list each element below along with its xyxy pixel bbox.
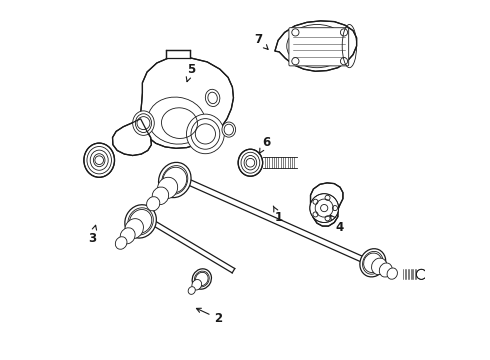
Ellipse shape [360, 249, 386, 277]
Polygon shape [166, 50, 190, 58]
Ellipse shape [187, 114, 224, 154]
Circle shape [416, 269, 426, 279]
Ellipse shape [192, 279, 201, 290]
Text: 7: 7 [254, 33, 268, 49]
FancyBboxPatch shape [289, 28, 349, 66]
Text: 4: 4 [330, 215, 344, 234]
Ellipse shape [159, 162, 191, 198]
Ellipse shape [379, 263, 392, 277]
Ellipse shape [133, 111, 154, 135]
Ellipse shape [125, 205, 156, 238]
Text: 3: 3 [88, 225, 97, 245]
Ellipse shape [120, 228, 135, 244]
Ellipse shape [125, 219, 144, 239]
Ellipse shape [196, 272, 208, 286]
Text: 2: 2 [196, 308, 222, 325]
Ellipse shape [152, 187, 169, 205]
Ellipse shape [387, 268, 397, 279]
Ellipse shape [163, 167, 187, 193]
Text: 1: 1 [273, 206, 283, 224]
Ellipse shape [222, 122, 236, 137]
Ellipse shape [238, 149, 263, 176]
Polygon shape [141, 58, 233, 148]
Text: 6: 6 [259, 136, 270, 154]
Ellipse shape [129, 210, 152, 233]
Ellipse shape [148, 97, 205, 144]
Ellipse shape [188, 287, 196, 294]
Ellipse shape [157, 177, 178, 199]
Polygon shape [113, 119, 151, 156]
Ellipse shape [147, 197, 160, 211]
Ellipse shape [192, 269, 212, 289]
Ellipse shape [205, 89, 220, 107]
Ellipse shape [115, 237, 127, 249]
Text: 5: 5 [186, 63, 195, 82]
Circle shape [310, 194, 339, 222]
Ellipse shape [371, 258, 387, 275]
Ellipse shape [364, 253, 382, 273]
Polygon shape [275, 21, 357, 71]
Polygon shape [311, 183, 343, 226]
Ellipse shape [84, 143, 115, 177]
